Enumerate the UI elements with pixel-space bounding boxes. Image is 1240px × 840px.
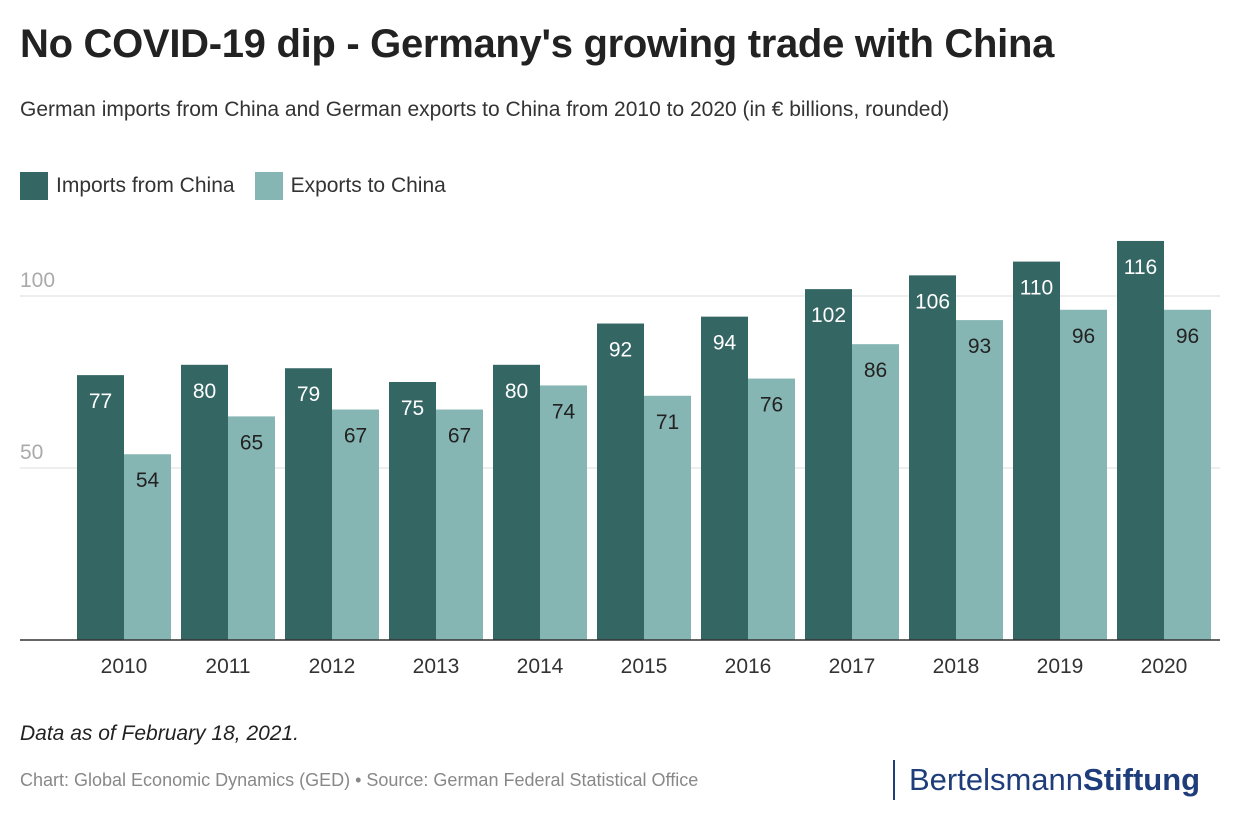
y-tick-label: 100 — [20, 269, 55, 292]
data-label: 93 — [968, 335, 991, 358]
bar-exports — [124, 454, 171, 640]
x-tick-label: 2015 — [621, 655, 668, 678]
legend-swatch-exports — [254, 172, 283, 200]
bar-exports — [644, 395, 691, 640]
bar-imports — [389, 382, 436, 640]
x-tick-label: 2014 — [517, 655, 564, 678]
bar-exports — [852, 344, 899, 640]
data-label: 96 — [1176, 325, 1199, 348]
legend-item-exports: Exports to China — [254, 172, 446, 200]
y-tick-label: 50 — [20, 441, 43, 464]
data-label: 80 — [505, 380, 528, 403]
data-label: 67 — [448, 425, 471, 448]
legend-item-imports: Imports from China — [20, 172, 235, 200]
bar-exports — [436, 409, 483, 640]
chart-title: No COVID-19 dip - Germany's growing trad… — [20, 22, 1055, 66]
bar-imports — [285, 368, 332, 640]
x-tick-label: 2011 — [205, 655, 250, 678]
x-tick-label: 2010 — [101, 655, 148, 678]
bar-exports — [1164, 309, 1211, 640]
bar-chart: 50 100 77 54 2010 80 65 2011 79 67 2012 75 67 2013 80 7… — [20, 240, 1220, 678]
bar-imports — [909, 275, 956, 640]
bar-imports — [493, 364, 540, 640]
data-label: 92 — [609, 339, 632, 362]
data-label: 75 — [401, 397, 424, 420]
data-label: 106 — [915, 290, 950, 313]
legend-swatch-imports — [20, 172, 48, 200]
bar-exports — [956, 320, 1003, 640]
data-label: 71 — [656, 411, 679, 434]
data-label: 79 — [297, 383, 320, 406]
brand-part2: Stiftung — [1083, 762, 1201, 797]
bar-exports — [332, 409, 379, 640]
x-tick-label: 2019 — [1037, 655, 1084, 678]
data-label: 102 — [811, 304, 846, 327]
x-tick-label: 2013 — [413, 655, 460, 678]
x-tick-label: 2017 — [829, 655, 876, 678]
bar-imports — [181, 364, 228, 640]
x-tick-label: 2018 — [933, 655, 980, 678]
legend-label-imports: Imports from China — [56, 174, 235, 197]
data-label: 86 — [864, 359, 887, 382]
legend: Imports from China Exports to China — [20, 172, 466, 200]
data-label: 65 — [240, 431, 263, 454]
data-label: 116 — [1124, 256, 1157, 279]
bar-exports — [748, 378, 795, 640]
bar-imports — [701, 316, 748, 640]
x-tick-label: 2012 — [309, 655, 356, 678]
chart-subtitle: German imports from China and German exp… — [20, 98, 950, 121]
data-label: 74 — [552, 400, 576, 423]
data-label: 96 — [1072, 325, 1095, 348]
data-label: 54 — [136, 469, 160, 492]
data-label: 110 — [1020, 277, 1053, 300]
x-tick-label: 2020 — [1141, 655, 1188, 678]
bar-imports — [1013, 261, 1060, 640]
data-label: 94 — [713, 332, 737, 355]
x-tick-label: 2016 — [725, 655, 772, 678]
data-label: 77 — [89, 390, 112, 413]
legend-label-exports: Exports to China — [290, 174, 446, 197]
bar-imports — [1117, 240, 1164, 640]
brand-logo: Bertelsmann Stiftung — [893, 760, 1200, 800]
bar-exports — [228, 416, 275, 640]
data-label: 80 — [193, 380, 216, 403]
data-label: 67 — [344, 425, 367, 448]
bar-exports — [1060, 309, 1107, 640]
bar-exports — [540, 385, 587, 640]
bar-imports — [805, 289, 852, 640]
data-label: 76 — [760, 394, 783, 417]
bar-imports — [77, 375, 124, 640]
chart-source: Chart: Global Economic Dynamics (GED) • … — [20, 770, 699, 790]
brand-part1: Bertelsmann — [909, 762, 1084, 797]
data-note: Data as of February 18, 2021. — [20, 722, 299, 745]
bar-imports — [597, 323, 644, 640]
